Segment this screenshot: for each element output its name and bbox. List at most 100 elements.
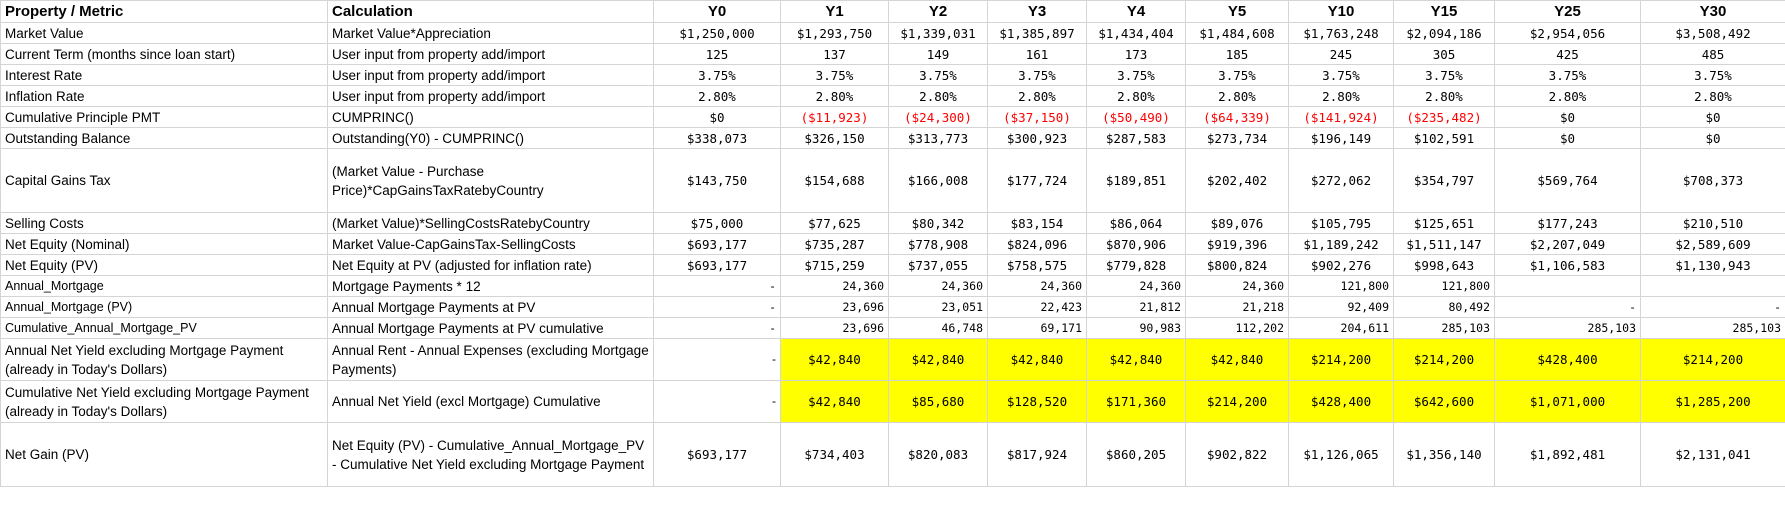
metric-cell[interactable]: Annual_Mortgage (PV)	[0, 296, 328, 318]
header-y3[interactable]: Y3	[987, 0, 1087, 23]
value-cell-y4[interactable]: $42,840	[1086, 338, 1186, 381]
value-cell-y5[interactable]: $1,484,608	[1185, 22, 1289, 44]
value-cell-y5[interactable]: $919,396	[1185, 233, 1289, 255]
value-cell-y2[interactable]: $166,008	[888, 148, 988, 213]
value-cell-y4[interactable]: $287,583	[1086, 127, 1186, 149]
value-cell-y10[interactable]: 204,611	[1288, 317, 1394, 339]
metric-cell[interactable]: Cumulative_Annual_Mortgage_PV	[0, 317, 328, 339]
value-cell-y30[interactable]: 485	[1640, 43, 1785, 65]
value-cell-y1[interactable]: $715,259	[780, 254, 889, 276]
value-cell-y30[interactable]: $3,508,492	[1640, 22, 1785, 44]
value-cell-y5[interactable]: $42,840	[1185, 338, 1289, 381]
value-cell-y15[interactable]: $102,591	[1393, 127, 1495, 149]
value-cell-y2[interactable]: $820,083	[888, 422, 988, 487]
value-cell-y25[interactable]: $0	[1494, 127, 1641, 149]
calculation-cell[interactable]: Mortgage Payments * 12	[327, 275, 654, 297]
value-cell-y3[interactable]: $177,724	[987, 148, 1087, 213]
value-cell-y5[interactable]: 112,202	[1185, 317, 1289, 339]
calculation-cell[interactable]: Annual Net Yield (excl Mortgage) Cumulat…	[327, 380, 654, 423]
value-cell-y10[interactable]: 2.80%	[1288, 85, 1394, 107]
header-y4[interactable]: Y4	[1086, 0, 1186, 23]
value-cell-y15[interactable]: 305	[1393, 43, 1495, 65]
value-cell-y10[interactable]: ($141,924)	[1288, 106, 1394, 128]
value-cell-y5[interactable]: 185	[1185, 43, 1289, 65]
value-cell-y0[interactable]: -	[653, 380, 781, 423]
value-cell-y30[interactable]: $0	[1640, 127, 1785, 149]
value-cell-y25[interactable]: 425	[1494, 43, 1641, 65]
value-cell-y1[interactable]: $154,688	[780, 148, 889, 213]
value-cell-y1[interactable]: ($11,923)	[780, 106, 889, 128]
calculation-cell[interactable]: (Market Value - Purchase Price)*CapGains…	[327, 148, 654, 213]
value-cell-y25[interactable]: $2,954,056	[1494, 22, 1641, 44]
value-cell-y0[interactable]: $75,000	[653, 212, 781, 234]
value-cell-y3[interactable]: $824,096	[987, 233, 1087, 255]
value-cell-y30[interactable]: 3.75%	[1640, 64, 1785, 86]
calculation-cell[interactable]: Net Equity at PV (adjusted for inflation…	[327, 254, 654, 276]
value-cell-y3[interactable]: 69,171	[987, 317, 1087, 339]
header-calculation[interactable]: Calculation	[327, 0, 654, 23]
value-cell-y0[interactable]: $693,177	[653, 422, 781, 487]
metric-cell[interactable]: Current Term (months since loan start)	[0, 43, 328, 65]
value-cell-y0[interactable]: $693,177	[653, 233, 781, 255]
value-cell-y15[interactable]: $2,094,186	[1393, 22, 1495, 44]
calculation-cell[interactable]: User input from property add/import	[327, 85, 654, 107]
value-cell-y10[interactable]: $1,189,242	[1288, 233, 1394, 255]
value-cell-y10[interactable]: $196,149	[1288, 127, 1394, 149]
value-cell-y10[interactable]: 92,409	[1288, 296, 1394, 318]
value-cell-y15[interactable]: 2.80%	[1393, 85, 1495, 107]
value-cell-y2[interactable]: 24,360	[888, 275, 988, 297]
metric-cell[interactable]: Inflation Rate	[0, 85, 328, 107]
value-cell-y4[interactable]: $86,064	[1086, 212, 1186, 234]
value-cell-y3[interactable]: ($37,150)	[987, 106, 1087, 128]
value-cell-y4[interactable]: $189,851	[1086, 148, 1186, 213]
value-cell-y3[interactable]: $300,923	[987, 127, 1087, 149]
value-cell-y30[interactable]: 2.80%	[1640, 85, 1785, 107]
value-cell-y0[interactable]: 3.75%	[653, 64, 781, 86]
header-y2[interactable]: Y2	[888, 0, 988, 23]
header-metric[interactable]: Property / Metric	[0, 0, 328, 23]
value-cell-y10[interactable]: $272,062	[1288, 148, 1394, 213]
value-cell-y2[interactable]: $1,339,031	[888, 22, 988, 44]
value-cell-y0[interactable]: -	[653, 338, 781, 381]
metric-cell[interactable]: Net Equity (Nominal)	[0, 233, 328, 255]
value-cell-y25[interactable]: $1,106,583	[1494, 254, 1641, 276]
value-cell-y5[interactable]: $273,734	[1185, 127, 1289, 149]
value-cell-y0[interactable]: $143,750	[653, 148, 781, 213]
value-cell-y1[interactable]: 3.75%	[780, 64, 889, 86]
value-cell-y10[interactable]: $902,276	[1288, 254, 1394, 276]
calculation-cell[interactable]: (Market Value)*SellingCostsRatebyCountry	[327, 212, 654, 234]
calculation-cell[interactable]: Annual Mortgage Payments at PV	[327, 296, 654, 318]
value-cell-y5[interactable]: 24,360	[1185, 275, 1289, 297]
value-cell-y3[interactable]: $1,385,897	[987, 22, 1087, 44]
value-cell-y30[interactable]: 285,103	[1640, 317, 1785, 339]
value-cell-y30[interactable]: $2,589,609	[1640, 233, 1785, 255]
value-cell-y1[interactable]: $735,287	[780, 233, 889, 255]
value-cell-y25[interactable]: 285,103	[1494, 317, 1641, 339]
metric-cell[interactable]: Net Equity (PV)	[0, 254, 328, 276]
calculation-cell[interactable]: User input from property add/import	[327, 64, 654, 86]
header-y1[interactable]: Y1	[780, 0, 889, 23]
value-cell-y5[interactable]: $202,402	[1185, 148, 1289, 213]
value-cell-y0[interactable]: 2.80%	[653, 85, 781, 107]
header-y0[interactable]: Y0	[653, 0, 781, 23]
metric-cell[interactable]: Net Gain (PV)	[0, 422, 328, 487]
header-y5[interactable]: Y5	[1185, 0, 1289, 23]
calculation-cell[interactable]: Market Value-CapGainsTax-SellingCosts	[327, 233, 654, 255]
value-cell-y4[interactable]: $171,360	[1086, 380, 1186, 423]
value-cell-y4[interactable]: $779,828	[1086, 254, 1186, 276]
value-cell-y30[interactable]: $214,200	[1640, 338, 1785, 381]
calculation-cell[interactable]: Net Equity (PV) - Cumulative_Annual_Mort…	[327, 422, 654, 487]
value-cell-y30[interactable]: $1,285,200	[1640, 380, 1785, 423]
value-cell-y0[interactable]: 125	[653, 43, 781, 65]
value-cell-y0[interactable]: $1,250,000	[653, 22, 781, 44]
value-cell-y25[interactable]: $569,764	[1494, 148, 1641, 213]
calculation-cell[interactable]: Outstanding(Y0) - CUMPRINC()	[327, 127, 654, 149]
value-cell-y1[interactable]: 23,696	[780, 317, 889, 339]
value-cell-y15[interactable]: 80,492	[1393, 296, 1495, 318]
value-cell-y0[interactable]: $0	[653, 106, 781, 128]
metric-cell[interactable]: Capital Gains Tax	[0, 148, 328, 213]
header-y30[interactable]: Y30	[1640, 0, 1785, 23]
header-y15[interactable]: Y15	[1393, 0, 1495, 23]
value-cell-y15[interactable]: 3.75%	[1393, 64, 1495, 86]
value-cell-y1[interactable]: $1,293,750	[780, 22, 889, 44]
